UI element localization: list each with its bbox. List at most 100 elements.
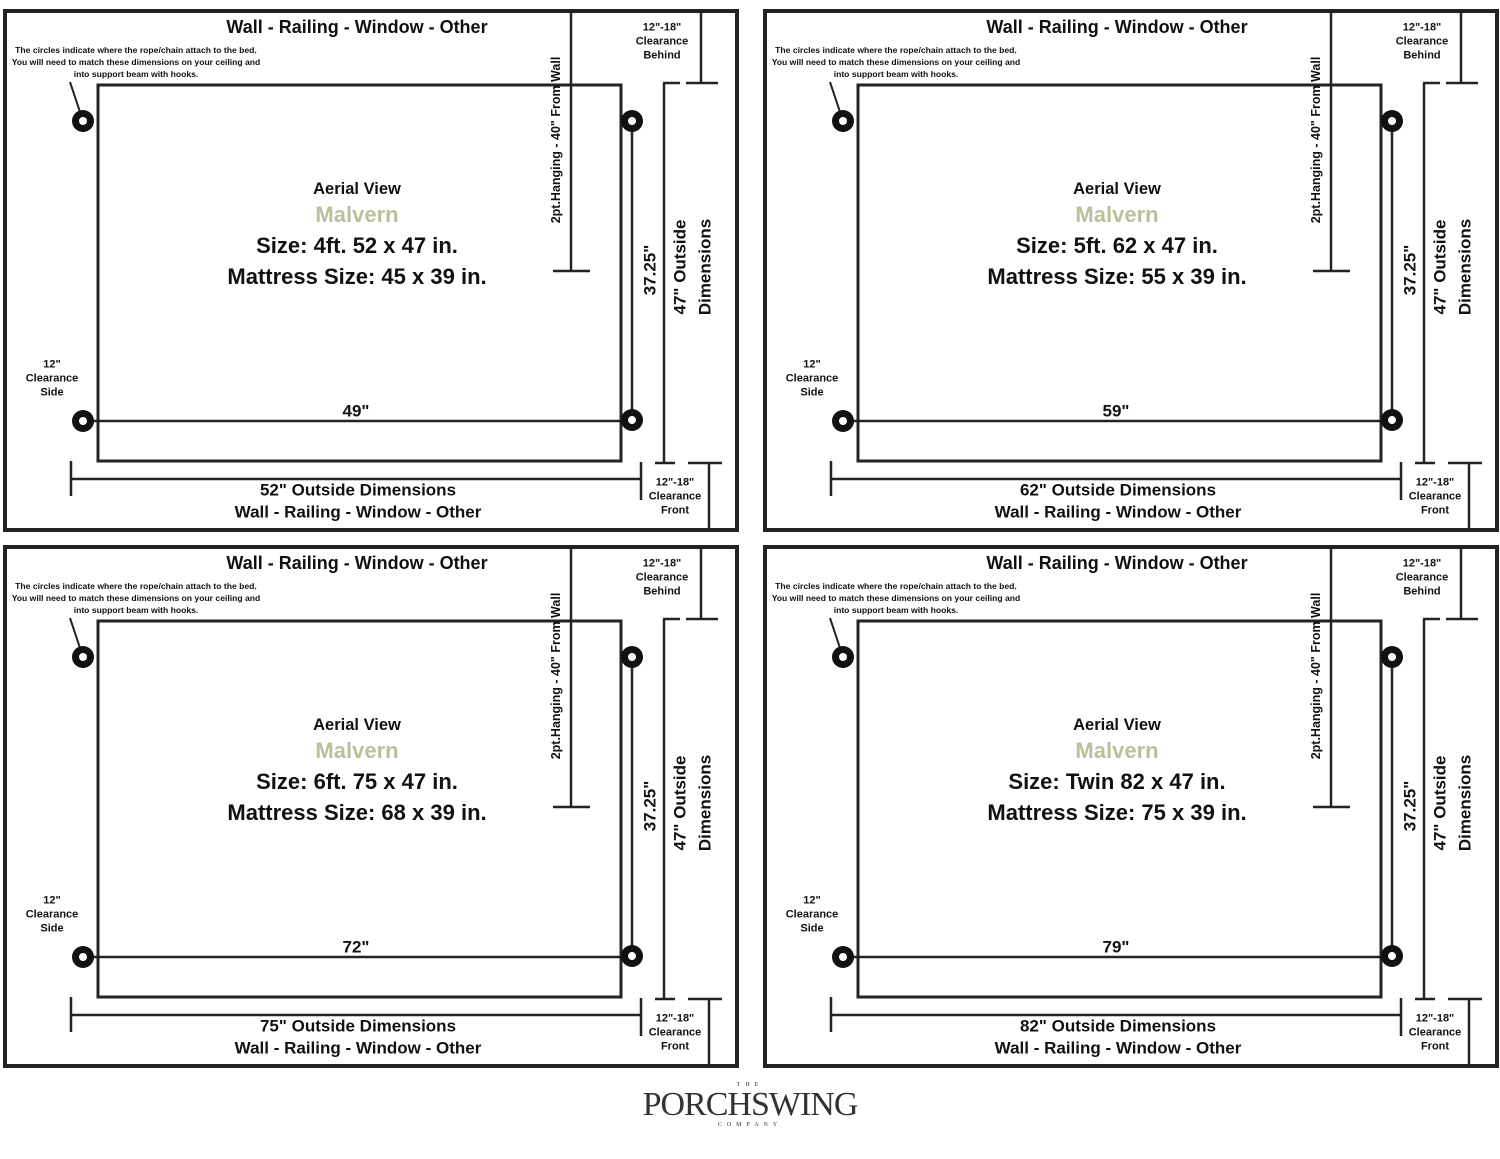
clearance-behind-label: 12"-18" bbox=[1402, 557, 1442, 570]
note-pointer bbox=[829, 617, 842, 652]
clearance-behind-label: 12"-18" bbox=[1402, 21, 1442, 34]
clearance-side-label: Side bbox=[40, 386, 64, 399]
clearance-behind-label: 12"-18" bbox=[642, 557, 682, 570]
hook-circle-back-left bbox=[72, 110, 94, 132]
aerial-view-label: Aerial View bbox=[1073, 715, 1161, 734]
hook-circle-front-left bbox=[832, 946, 854, 968]
bed-outline bbox=[856, 83, 1383, 463]
hanging-label: 2pt.Hanging - 40" From Wall bbox=[1309, 56, 1324, 224]
clearance-front-label: Clearance bbox=[648, 490, 702, 503]
outside-depth-label: 47" Outside bbox=[1430, 219, 1450, 315]
clearance-behind-label: Behind bbox=[1403, 49, 1441, 62]
clearance-side-label: Clearance bbox=[785, 908, 839, 921]
hook-circle-back-right bbox=[1381, 646, 1403, 668]
clearance-behind-label: 12"-18" bbox=[642, 21, 682, 34]
hook-circle-back-right bbox=[621, 646, 643, 668]
top-wall-label: Wall - Railing - Window - Other bbox=[226, 553, 488, 573]
clearance-behind-label: Behind bbox=[643, 585, 681, 598]
clearance-front-label: Front bbox=[1420, 1040, 1450, 1053]
clearance-side-label: Clearance bbox=[785, 372, 839, 385]
outside-width-label: 52" Outside Dimensions bbox=[259, 480, 457, 500]
bed-size: Size: Twin 82 x 47 in. bbox=[1008, 768, 1226, 794]
clearance-front-label: 12"-18" bbox=[655, 1012, 695, 1025]
hook-depth-label: 37.25" bbox=[640, 780, 660, 832]
bed-outline bbox=[856, 619, 1383, 999]
clearance-side-label: 12" bbox=[43, 894, 61, 907]
clearance-side-label: 12" bbox=[803, 358, 821, 371]
hook-circle-back-right bbox=[1381, 110, 1403, 132]
outside-depth-label-2: Dimensions bbox=[695, 754, 715, 852]
hook-note: The circles indicate where the rope/chai… bbox=[11, 45, 261, 79]
note-pointer bbox=[829, 81, 842, 116]
clearance-side-label: Side bbox=[800, 386, 824, 399]
hook-depth-label: 37.25" bbox=[1400, 244, 1420, 296]
clearance-behind-label: Clearance bbox=[635, 35, 689, 48]
mattress-size: Mattress Size: 68 x 39 in. bbox=[227, 799, 487, 825]
outside-depth-label: 47" Outside bbox=[670, 219, 690, 315]
top-wall-label: Wall - Railing - Window - Other bbox=[986, 553, 1248, 573]
company-logo: THE PORCHSWING COMPANY bbox=[643, 1082, 859, 1128]
hook-circle-front-right bbox=[621, 409, 643, 431]
clearance-behind-label: Behind bbox=[643, 49, 681, 62]
clearance-side-label: Side bbox=[40, 922, 64, 935]
bed-dimension-panel: Wall - Railing - Window - Other The circ… bbox=[763, 9, 1499, 532]
top-wall-label: Wall - Railing - Window - Other bbox=[986, 17, 1248, 37]
hook-width-label: 49" bbox=[342, 401, 370, 421]
hook-circle-front-left bbox=[72, 410, 94, 432]
hook-circle-front-right bbox=[1381, 409, 1403, 431]
bottom-wall-label: Wall - Railing - Window - Other bbox=[234, 1038, 482, 1058]
hook-note: The circles indicate where the rope/chai… bbox=[771, 581, 1021, 615]
outside-depth-label-2: Dimensions bbox=[1455, 218, 1475, 316]
outside-depth-label: 47" Outside bbox=[1430, 755, 1450, 851]
bottom-wall-label: Wall - Railing - Window - Other bbox=[994, 1038, 1242, 1058]
hook-width-label: 59" bbox=[1102, 401, 1130, 421]
hook-depth-label: 37.25" bbox=[640, 244, 660, 296]
bed-size: Size: 5ft. 62 x 47 in. bbox=[1016, 232, 1218, 258]
hook-note: The circles indicate where the rope/chai… bbox=[771, 45, 1021, 79]
outside-depth-label-2: Dimensions bbox=[695, 218, 715, 316]
hook-circle-back-left bbox=[72, 646, 94, 668]
hook-width-label: 79" bbox=[1102, 937, 1130, 957]
model-name: Malvern bbox=[1075, 201, 1159, 227]
hook-circle-front-right bbox=[621, 945, 643, 967]
bed-outline bbox=[96, 619, 623, 999]
aerial-view-label: Aerial View bbox=[313, 715, 401, 734]
model-name: Malvern bbox=[315, 201, 399, 227]
clearance-front-label: 12"-18" bbox=[1415, 476, 1455, 489]
hook-circle-back-left bbox=[832, 110, 854, 132]
clearance-behind-label: Behind bbox=[1403, 585, 1441, 598]
clearance-front-label: 12"-18" bbox=[1415, 1012, 1455, 1025]
hook-circle-front-left bbox=[832, 410, 854, 432]
hook-circle-back-left bbox=[832, 646, 854, 668]
hanging-label: 2pt.Hanging - 40" From Wall bbox=[549, 56, 564, 224]
outside-depth-label-2: Dimensions bbox=[1455, 754, 1475, 852]
note-pointer bbox=[69, 81, 82, 116]
clearance-side-label: 12" bbox=[43, 358, 61, 371]
clearance-behind-label: Clearance bbox=[1395, 35, 1449, 48]
bed-size: Size: 6ft. 75 x 47 in. bbox=[256, 768, 458, 794]
clearance-side-label: Side bbox=[800, 922, 824, 935]
hook-circle-back-right bbox=[621, 110, 643, 132]
bed-size: Size: 4ft. 52 x 47 in. bbox=[256, 232, 458, 258]
hanging-label: 2pt.Hanging - 40" From Wall bbox=[549, 592, 564, 760]
dimension-lines bbox=[69, 9, 722, 532]
model-name: Malvern bbox=[1075, 737, 1159, 763]
bed-dimension-panel: Wall - Railing - Window - Other The circ… bbox=[763, 545, 1499, 1068]
clearance-front-label: Front bbox=[1420, 504, 1450, 517]
hook-width-label: 72" bbox=[342, 937, 370, 957]
logo-bottom: COMPANY bbox=[717, 1122, 783, 1128]
clearance-behind-label: Clearance bbox=[1395, 571, 1449, 584]
dimension-lines bbox=[829, 545, 1482, 1068]
mattress-size: Mattress Size: 55 x 39 in. bbox=[987, 263, 1247, 289]
clearance-front-label: Front bbox=[660, 1040, 690, 1053]
hook-depth-label: 37.25" bbox=[1400, 780, 1420, 832]
clearance-front-label: Clearance bbox=[648, 1026, 702, 1039]
hook-note: The circles indicate where the rope/chai… bbox=[11, 581, 261, 615]
top-wall-label: Wall - Railing - Window - Other bbox=[226, 17, 488, 37]
hanging-label: 2pt.Hanging - 40" From Wall bbox=[1309, 592, 1324, 760]
model-name: Malvern bbox=[315, 737, 399, 763]
clearance-front-label: 12"-18" bbox=[655, 476, 695, 489]
hook-circle-front-left bbox=[72, 946, 94, 968]
clearance-side-label: 12" bbox=[803, 894, 821, 907]
hook-circle-front-right bbox=[1381, 945, 1403, 967]
